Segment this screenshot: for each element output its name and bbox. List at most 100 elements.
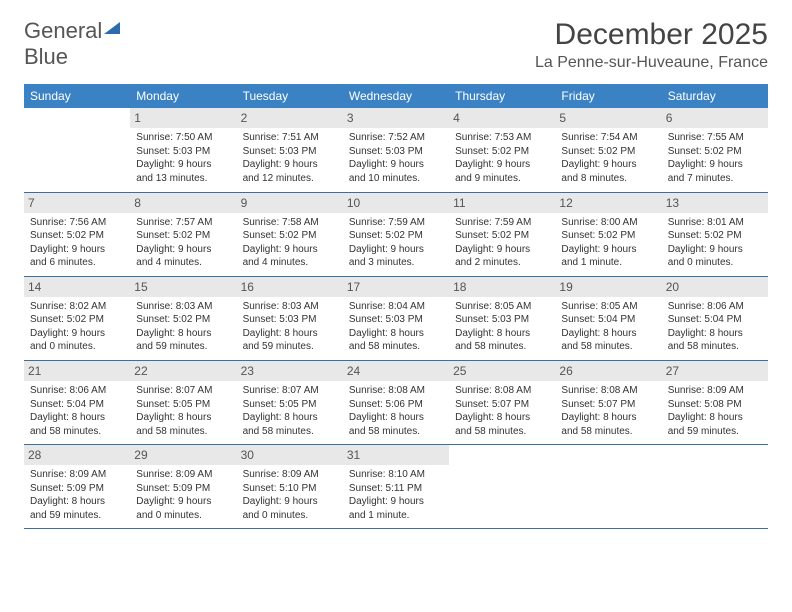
sunset-line: Sunset: 5:07 PM: [455, 398, 549, 412]
daylight-line: Daylight: 8 hours and 58 minutes.: [561, 327, 655, 354]
sunrise-line: Sunrise: 7:58 AM: [243, 216, 337, 230]
sunrise-line: Sunrise: 8:09 AM: [243, 468, 337, 482]
day-cell: 23Sunrise: 8:07 AMSunset: 5:05 PMDayligh…: [237, 360, 343, 444]
daylight-line: Daylight: 9 hours and 8 minutes.: [561, 158, 655, 185]
weekday-header: Monday: [130, 84, 236, 108]
sunset-line: Sunset: 5:02 PM: [668, 145, 762, 159]
sunset-line: Sunset: 5:09 PM: [136, 482, 230, 496]
day-number: 6: [662, 108, 768, 128]
sunrise-line: Sunrise: 8:08 AM: [561, 384, 655, 398]
day-number: 20: [662, 277, 768, 297]
day-number: 14: [24, 277, 130, 297]
sunrise-line: Sunrise: 8:05 AM: [561, 300, 655, 314]
weekday-header: Wednesday: [343, 84, 449, 108]
daylight-line: Daylight: 9 hours and 1 minute.: [349, 495, 443, 522]
day-cell: 21Sunrise: 8:06 AMSunset: 5:04 PMDayligh…: [24, 360, 130, 444]
sunrise-line: Sunrise: 7:59 AM: [349, 216, 443, 230]
sunset-line: Sunset: 5:02 PM: [455, 229, 549, 243]
daylight-line: Daylight: 9 hours and 10 minutes.: [349, 158, 443, 185]
day-cell: 19 Sunrise: 8:05 AMSunset: 5:04 PMDayligh…: [555, 276, 661, 360]
sunset-line: Sunset: 5:11 PM: [349, 482, 443, 496]
sunset-line: Sunset: 5:03 PM: [455, 313, 549, 327]
day-number: 21: [24, 361, 130, 381]
day-cell: 17Sunrise: 8:04 AMSunset: 5:03 PMDayligh…: [343, 276, 449, 360]
day-number: 4: [449, 108, 555, 128]
calendar-body: 1Sunrise: 7:50 AMSunset: 5:03 PMDaylight…: [24, 108, 768, 529]
day-number: 30: [237, 445, 343, 465]
day-cell: [662, 445, 768, 529]
daylight-line: Daylight: 8 hours and 58 minutes.: [668, 327, 762, 354]
daylight-line: Daylight: 8 hours and 58 minutes.: [349, 327, 443, 354]
weekday-header: Tuesday: [237, 84, 343, 108]
sunrise-line: Sunrise: 8:04 AM: [349, 300, 443, 314]
header: General Blue December 2025 La Penne-sur-…: [24, 18, 768, 72]
week-row: 21Sunrise: 8:06 AMSunset: 5:04 PMDayligh…: [24, 360, 768, 444]
day-cell: 26Sunrise: 8:08 AMSunset: 5:07 PMDayligh…: [555, 360, 661, 444]
sunset-line: Sunset: 5:05 PM: [136, 398, 230, 412]
daylight-line: Daylight: 9 hours and 3 minutes.: [349, 243, 443, 270]
day-cell: 30Sunrise: 8:09 AMSunset: 5:10 PMDayligh…: [237, 445, 343, 529]
day-cell: 1Sunrise: 7:50 AMSunset: 5:03 PMDaylight…: [130, 108, 236, 192]
sunset-line: Sunset: 5:05 PM: [243, 398, 337, 412]
day-cell: 28Sunrise: 8:09 AMSunset: 5:09 PMDayligh…: [24, 445, 130, 529]
day-number: 16: [237, 277, 343, 297]
day-number: 2: [237, 108, 343, 128]
day-number: 1: [130, 108, 236, 128]
sunrise-line: Sunrise: 8:00 AM: [561, 216, 655, 230]
daylight-line: Daylight: 8 hours and 58 minutes.: [561, 411, 655, 438]
day-cell: 4Sunrise: 7:53 AMSunset: 5:02 PMDaylight…: [449, 108, 555, 192]
day-number: 7: [24, 193, 130, 213]
day-cell: 13Sunrise: 8:01 AMSunset: 5:02 PMDayligh…: [662, 192, 768, 276]
sunrise-line: Sunrise: 7:53 AM: [455, 131, 549, 145]
day-cell: 2Sunrise: 7:51 AMSunset: 5:03 PMDaylight…: [237, 108, 343, 192]
sunrise-line: Sunrise: 8:10 AM: [349, 468, 443, 482]
day-cell: 8Sunrise: 7:57 AMSunset: 5:02 PMDaylight…: [130, 192, 236, 276]
day-cell: 25Sunrise: 8:08 AMSunset: 5:07 PMDayligh…: [449, 360, 555, 444]
logo-word2: Blue: [24, 44, 68, 69]
daylight-line: Daylight: 9 hours and 9 minutes.: [455, 158, 549, 185]
sunset-line: Sunset: 5:04 PM: [30, 398, 124, 412]
calendar-page: General Blue December 2025 La Penne-sur-…: [0, 0, 792, 539]
daylight-line: Daylight: 8 hours and 59 minutes.: [136, 327, 230, 354]
sunrise-line: Sunrise: 7:52 AM: [349, 131, 443, 145]
sunset-line: Sunset: 5:02 PM: [561, 145, 655, 159]
sunrise-line: Sunrise: 7:54 AM: [561, 131, 655, 145]
sunset-line: Sunset: 5:04 PM: [561, 313, 655, 327]
day-number: 22: [130, 361, 236, 381]
calendar-table: SundayMondayTuesdayWednesdayThursdayFrid…: [24, 84, 768, 529]
sunset-line: Sunset: 5:02 PM: [561, 229, 655, 243]
weekday-header: Saturday: [662, 84, 768, 108]
sunrise-line: Sunrise: 7:51 AM: [243, 131, 337, 145]
sunrise-line: Sunrise: 8:06 AM: [668, 300, 762, 314]
day-number: 19: [555, 277, 661, 297]
sunrise-line: Sunrise: 7:57 AM: [136, 216, 230, 230]
daylight-line: Daylight: 9 hours and 0 minutes.: [243, 495, 337, 522]
week-row: 1Sunrise: 7:50 AMSunset: 5:03 PMDaylight…: [24, 108, 768, 192]
sunrise-line: Sunrise: 8:09 AM: [668, 384, 762, 398]
sunrise-line: Sunrise: 8:05 AM: [455, 300, 549, 314]
day-number: 26: [555, 361, 661, 381]
sunrise-line: Sunrise: 7:56 AM: [30, 216, 124, 230]
sunrise-line: Sunrise: 8:01 AM: [668, 216, 762, 230]
day-cell: 20Sunrise: 8:06 AMSunset: 5:04 PMDayligh…: [662, 276, 768, 360]
sunrise-line: Sunrise: 7:59 AM: [455, 216, 549, 230]
day-number: 25: [449, 361, 555, 381]
logo: General Blue: [24, 18, 122, 70]
sunrise-line: Sunrise: 8:07 AM: [243, 384, 337, 398]
daylight-line: Daylight: 9 hours and 0 minutes.: [30, 327, 124, 354]
daylight-line: Daylight: 8 hours and 58 minutes.: [30, 411, 124, 438]
day-cell: 18Sunrise: 8:05 AMSunset: 5:03 PMDayligh…: [449, 276, 555, 360]
logo-word1: General: [24, 18, 102, 43]
daylight-line: Daylight: 9 hours and 12 minutes.: [243, 158, 337, 185]
sunrise-line: Sunrise: 8:09 AM: [136, 468, 230, 482]
month-title: December 2025: [535, 18, 768, 52]
day-cell: 11Sunrise: 7:59 AMSunset: 5:02 PMDayligh…: [449, 192, 555, 276]
weekday-header: Friday: [555, 84, 661, 108]
day-number: 9: [237, 193, 343, 213]
day-cell: 29Sunrise: 8:09 AMSunset: 5:09 PMDayligh…: [130, 445, 236, 529]
day-number: 11: [449, 193, 555, 213]
daylight-line: Daylight: 8 hours and 58 minutes.: [136, 411, 230, 438]
day-number: 29: [130, 445, 236, 465]
sunset-line: Sunset: 5:06 PM: [349, 398, 443, 412]
day-cell: 16Sunrise: 8:03 AMSunset: 5:03 PMDayligh…: [237, 276, 343, 360]
